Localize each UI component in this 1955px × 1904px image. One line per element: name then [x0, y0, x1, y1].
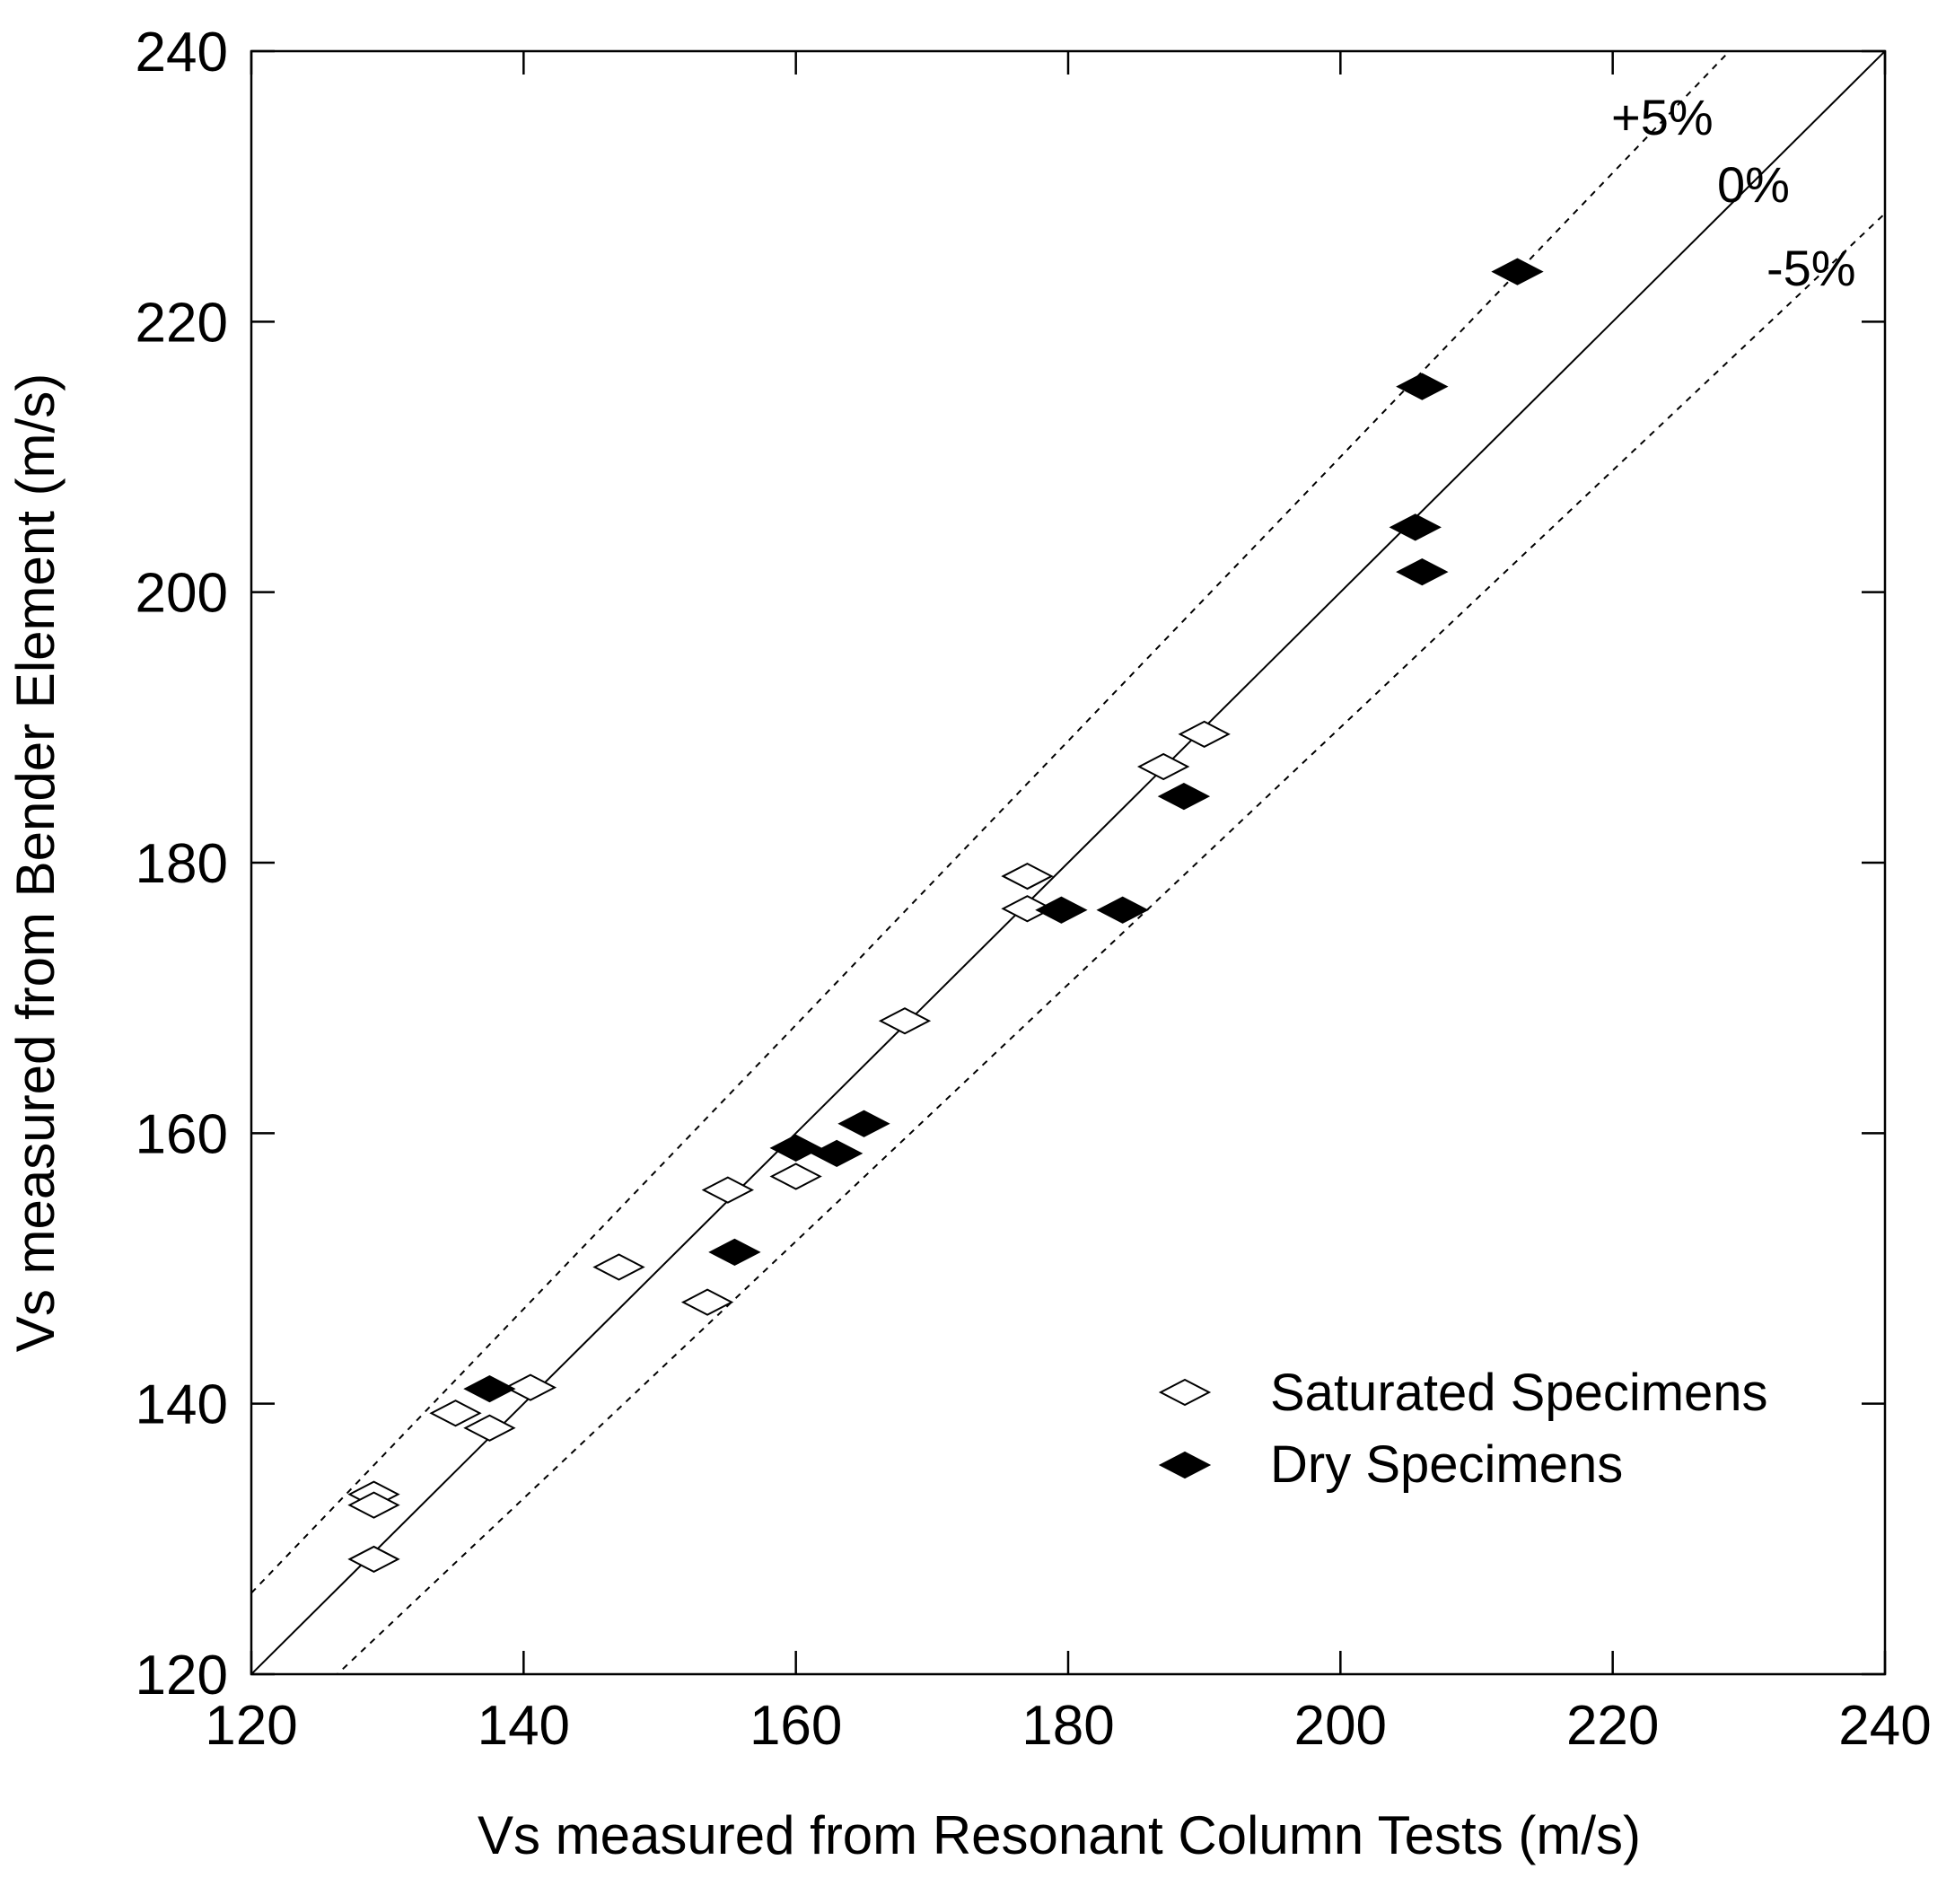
reference-lines	[251, 51, 1885, 1674]
dry-specimen-point	[708, 1238, 761, 1267]
x-tick-label: 180	[1021, 1695, 1114, 1757]
y-tick-label: 120	[136, 1645, 228, 1707]
y-tick-label: 240	[136, 22, 228, 83]
saturated-specimen-point	[1178, 720, 1231, 748]
dry-specimen-point	[1396, 373, 1449, 400]
reference-line-label: -5%	[1767, 240, 1856, 296]
axis-ticks	[250, 49, 1887, 1676]
dry-specimen-point	[769, 1134, 822, 1163]
y-tick-label: 180	[136, 833, 228, 895]
dry-specimen-point	[1096, 896, 1149, 924]
saturated-specimen-point	[347, 1545, 400, 1574]
dry-specimen-point	[810, 1139, 864, 1168]
saturated-specimen-point	[429, 1399, 482, 1427]
reference-line	[251, 51, 1731, 1594]
x-tick-label: 160	[750, 1695, 842, 1757]
reference-line	[336, 213, 1885, 1674]
legend-diamond-open	[1158, 1378, 1212, 1407]
dry-specimen-point	[1157, 783, 1211, 811]
dry-specimen-point	[837, 1110, 890, 1137]
data-points	[347, 258, 1544, 1574]
saturated-specimen-point	[463, 1414, 516, 1442]
legend-marker-saturated	[1158, 1378, 1212, 1407]
reference-line-labels: +5%0% -5%	[1611, 89, 1856, 296]
x-tick-label: 240	[1838, 1695, 1931, 1757]
saturated-specimen-point	[504, 1373, 557, 1401]
saturated-specimen-point	[680, 1288, 734, 1316]
x-tick-label: 220	[1566, 1695, 1659, 1757]
saturated-specimen-point	[592, 1253, 645, 1281]
dry-specimen-point	[1491, 258, 1544, 285]
saturated-specimen-point	[347, 1491, 400, 1519]
reference-line	[251, 51, 1885, 1674]
legend-label-dry: Dry Specimens	[1270, 1435, 1623, 1494]
y-tick-label: 200	[136, 563, 228, 625]
dry-specimen-point	[463, 1374, 516, 1403]
legend-marker-dry	[1158, 1451, 1212, 1479]
legend-label-saturated: Saturated Specimens	[1270, 1364, 1768, 1422]
y-tick-label: 140	[136, 1374, 228, 1436]
reference-line-label: 0%	[1717, 156, 1790, 213]
dry-specimen-point	[1396, 557, 1449, 586]
saturated-specimen-point	[769, 1163, 822, 1190]
x-axis-title: Vs measured from Resonant Column Tests (…	[478, 1805, 1641, 1865]
saturated-specimen-point	[1136, 752, 1190, 781]
legend-diamond-filled	[1158, 1451, 1212, 1479]
y-tick-label: 160	[136, 1103, 228, 1165]
saturated-specimen-point	[1001, 862, 1054, 891]
legend: Saturated Specimens Dry Specimens	[1158, 1364, 1768, 1494]
saturated-specimen-point	[878, 1007, 932, 1035]
x-tick-label: 200	[1294, 1695, 1387, 1757]
x-tick-label: 120	[205, 1695, 297, 1757]
y-tick-label: 220	[136, 292, 228, 354]
x-tick-label: 140	[478, 1695, 570, 1757]
tick-labels: 120 140 160 180 200 220 240 120 140 160 180 200 220 2…	[136, 22, 1932, 1757]
saturated-specimen-point	[701, 1176, 755, 1204]
y-axis-title: Vs measured from Bender Element (m/s)	[5, 373, 66, 1352]
dry-specimen-point	[1035, 896, 1088, 924]
reference-line-label: +5%	[1611, 89, 1714, 145]
dry-specimen-point	[1389, 513, 1442, 541]
